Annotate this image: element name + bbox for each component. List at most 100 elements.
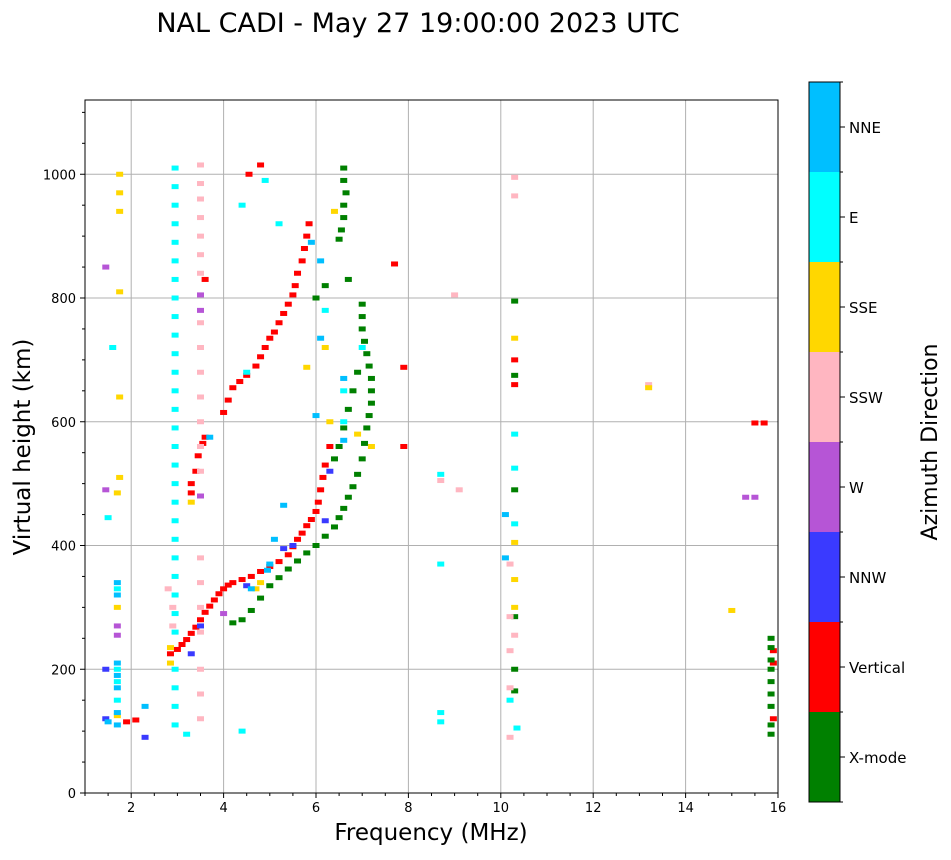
data-point (247, 607, 255, 613)
colorbar-swatch (809, 172, 840, 262)
data-point (206, 603, 214, 609)
data-point (321, 533, 329, 539)
data-point (340, 388, 348, 394)
data-point (344, 494, 352, 500)
data-point (340, 419, 348, 425)
data-point (437, 478, 445, 484)
colorbar-swatch (809, 622, 840, 712)
data-point (238, 202, 246, 208)
data-point (289, 543, 297, 548)
data-point (367, 444, 375, 449)
series-x-mode (229, 165, 775, 737)
data-point (169, 604, 177, 610)
data-point (275, 575, 283, 581)
data-point (224, 397, 232, 403)
data-point (312, 508, 320, 514)
data-point (164, 586, 172, 592)
data-point (102, 487, 110, 493)
data-point (220, 611, 228, 617)
data-point (307, 517, 315, 523)
data-point (298, 530, 306, 536)
data-point (361, 440, 369, 446)
data-point (511, 465, 519, 471)
data-point (197, 468, 204, 474)
data-point (197, 493, 204, 499)
data-point (166, 651, 174, 657)
data-point (291, 283, 299, 289)
data-point (349, 484, 357, 490)
data-point (294, 270, 302, 276)
series-nne (104, 239, 509, 728)
data-point (113, 660, 121, 666)
data-point (275, 559, 283, 565)
data-point (252, 363, 260, 369)
data-point (116, 394, 124, 400)
data-point (113, 685, 121, 691)
data-point (317, 258, 325, 264)
data-point (116, 208, 124, 214)
data-point (113, 623, 121, 629)
data-point (363, 425, 371, 431)
data-point (197, 691, 204, 697)
data-point (437, 719, 445, 725)
data-point (197, 345, 204, 350)
data-point (303, 364, 311, 370)
x-tick-label: 16 (770, 801, 787, 816)
data-point (303, 233, 311, 239)
data-point (104, 719, 112, 725)
data-point (192, 468, 200, 474)
colorbar-swatch (809, 352, 840, 442)
x-axis-label: Frequency (MHz) (334, 820, 527, 846)
data-point (335, 236, 343, 242)
data-point (340, 425, 348, 431)
data-point (337, 227, 345, 233)
colorbar-tick-label: NNW (849, 569, 886, 587)
data-point (116, 474, 124, 480)
data-point (300, 246, 308, 251)
data-point (171, 518, 179, 524)
data-point (263, 567, 271, 573)
data-point (197, 617, 204, 623)
data-point (340, 505, 348, 511)
data-point (102, 666, 110, 672)
data-point (171, 221, 179, 227)
data-point (321, 283, 329, 289)
data-point (187, 499, 195, 505)
colorbar-tick-label: X-mode (849, 749, 906, 767)
colorbar-tick-label: SSW (849, 389, 883, 407)
data-point (171, 388, 179, 394)
data-point (511, 577, 519, 583)
data-point (171, 369, 179, 375)
data-point (511, 604, 519, 610)
data-point (312, 543, 320, 548)
colorbar-swatch (809, 712, 840, 802)
y-axis-ticks: 0 200 400 600 800 1000 (43, 111, 85, 802)
colorbar-frame (808, 81, 841, 803)
data-point (171, 629, 179, 635)
data-point (197, 580, 204, 586)
data-point (141, 734, 149, 740)
data-point (199, 440, 207, 446)
data-point (363, 351, 371, 357)
data-point (400, 364, 408, 370)
data-point (171, 239, 179, 245)
data-point (171, 685, 179, 691)
data-point (275, 320, 283, 326)
x-tick-label: 12 (585, 801, 602, 816)
data-point (220, 586, 228, 592)
data-point (767, 666, 775, 672)
data-point (330, 456, 338, 462)
data-point (123, 719, 131, 725)
y-tick-label: 400 (51, 540, 76, 555)
data-point (201, 276, 209, 282)
data-point (171, 611, 179, 617)
data-point (511, 521, 519, 527)
data-point (289, 292, 297, 298)
data-point (113, 632, 121, 638)
data-point (645, 382, 653, 388)
colorbar: X-mode Vertical NNW W SSW SSE E NNE (808, 81, 906, 803)
data-point (171, 314, 179, 320)
data-point (751, 420, 759, 426)
